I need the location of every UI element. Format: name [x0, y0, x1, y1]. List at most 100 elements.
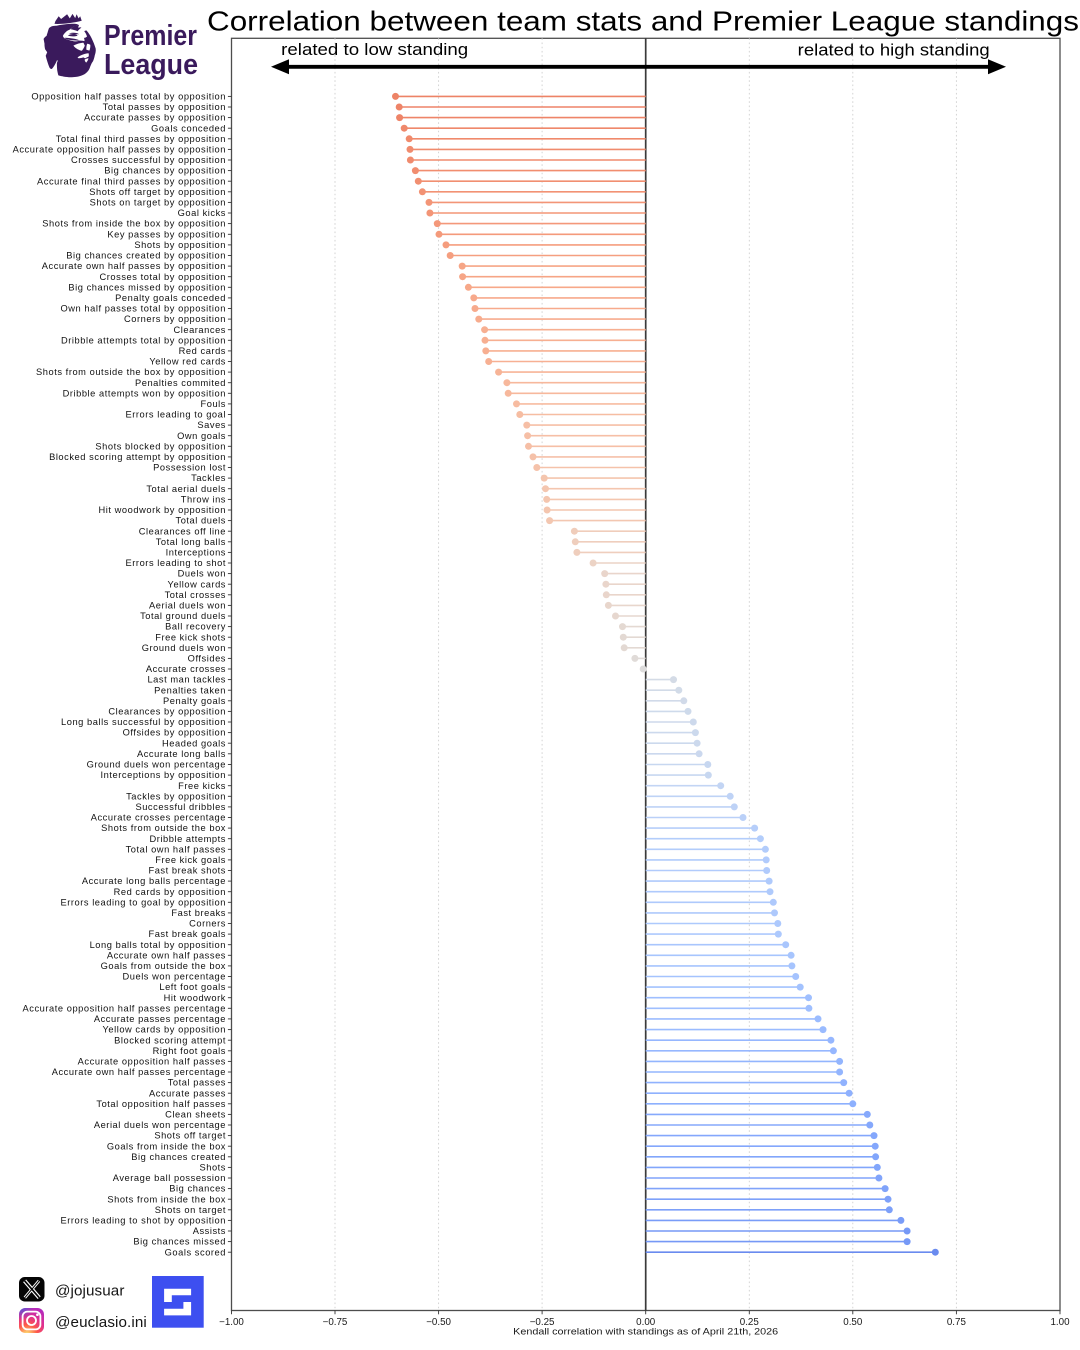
svg-text:Last man tackles: Last man tackles	[147, 675, 226, 685]
svg-text:Blocked scoring attempt by opp: Blocked scoring attempt by opposition	[49, 452, 226, 462]
svg-text:Accurate opposition half passe: Accurate opposition half passes percenta…	[23, 1003, 226, 1013]
svg-text:Shots from inside the box by o: Shots from inside the box by opposition	[42, 219, 226, 229]
svg-text:Total final third passes by op: Total final third passes by opposition	[56, 134, 226, 144]
svg-text:Offsides: Offsides	[188, 654, 226, 664]
svg-text:Clearances off line: Clearances off line	[139, 526, 226, 536]
svg-text:−0.25: −0.25	[530, 1317, 555, 1328]
svg-text:Red cards: Red cards	[179, 346, 226, 356]
svg-text:Shots: Shots	[199, 1163, 226, 1173]
svg-text:Possession lost: Possession lost	[153, 463, 226, 473]
svg-text:Dribble attempts: Dribble attempts	[150, 834, 227, 844]
svg-text:Tackles by opposition: Tackles by opposition	[126, 791, 226, 801]
svg-text:Kendall correlation with stand: Kendall correlation with standings as of…	[513, 1327, 778, 1337]
svg-text:Clearances by opposition: Clearances by opposition	[108, 707, 226, 717]
svg-text:Free kicks: Free kicks	[178, 781, 226, 791]
svg-text:Big chances missed by oppositi: Big chances missed by opposition	[68, 282, 226, 292]
svg-text:Accurate passes percentage: Accurate passes percentage	[94, 1014, 226, 1024]
svg-text:Key passes by opposition: Key passes by opposition	[107, 229, 226, 239]
svg-text:Shots off target by opposition: Shots off target by opposition	[89, 187, 226, 197]
svg-text:1.00: 1.00	[1050, 1317, 1070, 1328]
svg-text:Corners: Corners	[189, 919, 226, 929]
svg-text:Offsides by opposition: Offsides by opposition	[123, 728, 226, 738]
svg-text:Shots from outside the box: Shots from outside the box	[101, 823, 226, 833]
svg-text:Penalty goals conceded: Penalty goals conceded	[115, 293, 226, 303]
svg-text:Successful dribbles: Successful dribbles	[135, 802, 226, 812]
svg-text:Errors leading to goal: Errors leading to goal	[126, 410, 226, 420]
svg-text:Headed goals: Headed goals	[162, 738, 226, 748]
svg-text:Average ball possession: Average ball possession	[113, 1173, 226, 1183]
svg-text:Clearances: Clearances	[173, 325, 226, 335]
svg-text:Goals from outside the box: Goals from outside the box	[101, 961, 226, 971]
svg-text:Aerial duels won: Aerial duels won	[149, 601, 226, 611]
svg-text:Big chances by opposition: Big chances by opposition	[104, 166, 226, 176]
svg-text:Total opposition half passes: Total opposition half passes	[96, 1099, 226, 1109]
svg-text:Throw ins: Throw ins	[181, 495, 226, 505]
svg-text:Own half passes total by oppos: Own half passes total by opposition	[60, 304, 226, 314]
svg-text:Errors leading to goal by oppo: Errors leading to goal by opposition	[60, 897, 226, 907]
svg-text:Shots off target: Shots off target	[154, 1131, 226, 1141]
svg-text:Penalty goals: Penalty goals	[163, 696, 226, 706]
svg-text:Penalties commited: Penalties commited	[135, 378, 226, 388]
svg-text:0.25: 0.25	[740, 1317, 760, 1328]
svg-text:Total ground duels: Total ground duels	[140, 611, 226, 621]
svg-text:Duels won percentage: Duels won percentage	[122, 972, 226, 982]
svg-text:Yellow cards by opposition: Yellow cards by opposition	[102, 1025, 226, 1035]
svg-text:Duels won: Duels won	[178, 569, 226, 579]
svg-text:Big chances missed: Big chances missed	[133, 1237, 226, 1247]
svg-text:Accurate long balls percentage: Accurate long balls percentage	[82, 876, 226, 886]
svg-text:Crosses successful by oppositi: Crosses successful by opposition	[71, 155, 226, 165]
svg-text:Interceptions: Interceptions	[166, 548, 226, 558]
svg-text:0.00: 0.00	[636, 1317, 656, 1328]
svg-text:Fast breaks: Fast breaks	[171, 908, 226, 918]
svg-text:Right foot goals: Right foot goals	[153, 1046, 226, 1056]
svg-text:Accurate opposition half passe: Accurate opposition half passes by oppos…	[13, 145, 226, 155]
svg-text:Big chances: Big chances	[169, 1184, 226, 1194]
svg-text:−0.50: −0.50	[426, 1317, 451, 1328]
svg-text:related to low standing: related to low standing	[281, 41, 468, 59]
svg-text:Big chances created by opposit: Big chances created by opposition	[66, 251, 226, 261]
svg-text:0.50: 0.50	[843, 1317, 863, 1328]
svg-text:Opposition half passes total b: Opposition half passes total by oppositi…	[31, 92, 226, 102]
svg-text:Total aerial duels: Total aerial duels	[146, 484, 226, 494]
svg-text:Accurate opposition half passe: Accurate opposition half passes	[78, 1057, 226, 1067]
svg-text:Correlation between team stats: Correlation between team stats and Premi…	[207, 6, 1079, 37]
svg-text:League: League	[104, 49, 198, 81]
svg-text:Tackles: Tackles	[191, 473, 226, 483]
svg-text:Accurate long balls: Accurate long balls	[137, 749, 226, 759]
svg-text:Errors leading to shot: Errors leading to shot	[126, 558, 226, 568]
svg-text:Total passes: Total passes	[168, 1078, 226, 1088]
svg-text:Aerial duels won percentage: Aerial duels won percentage	[94, 1120, 226, 1130]
svg-text:Goals scored: Goals scored	[165, 1247, 226, 1257]
svg-text:Big chances created: Big chances created	[131, 1152, 226, 1162]
svg-text:Accurate own half passes: Accurate own half passes	[107, 950, 226, 960]
svg-text:Premier: Premier	[104, 20, 197, 52]
svg-text:Ground duels won: Ground duels won	[142, 643, 226, 653]
svg-text:Hit woodwork by opposition: Hit woodwork by opposition	[99, 505, 226, 515]
svg-text:Errors leading to shot by oppo: Errors leading to shot by opposition	[60, 1216, 226, 1226]
svg-text:Hit woodwork: Hit woodwork	[164, 993, 226, 1003]
svg-text:Shots on target by opposition: Shots on target by opposition	[90, 198, 226, 208]
svg-text:Saves: Saves	[197, 420, 226, 430]
svg-text:Dribble attempts won by opposi: Dribble attempts won by opposition	[63, 388, 226, 398]
svg-text:Long balls successful by oppos: Long balls successful by opposition	[61, 717, 226, 727]
svg-text:Free kick shots: Free kick shots	[155, 632, 226, 642]
svg-text:Total own half passes: Total own half passes	[126, 844, 226, 854]
svg-text:Accurate passes by opposition: Accurate passes by opposition	[84, 113, 226, 123]
svg-text:Free kick goals: Free kick goals	[155, 855, 226, 865]
svg-text:Shots on target: Shots on target	[155, 1205, 226, 1215]
svg-text:Penalties taken: Penalties taken	[154, 685, 226, 695]
svg-text:Accurate crosses: Accurate crosses	[146, 664, 226, 674]
svg-text:Left foot goals: Left foot goals	[159, 982, 226, 992]
svg-text:Red cards by opposition: Red cards by opposition	[114, 887, 226, 897]
svg-text:Dribble attempts total by oppo: Dribble attempts total by opposition	[61, 335, 226, 345]
svg-text:Accurate own half passes perce: Accurate own half passes percentage	[52, 1067, 226, 1077]
svg-text:Accurate crosses percentage: Accurate crosses percentage	[91, 813, 226, 823]
svg-text:related to high standing: related to high standing	[798, 41, 990, 59]
svg-text:Total passes by opposition: Total passes by opposition	[103, 102, 226, 112]
svg-text:Accurate final third passes by: Accurate final third passes by oppositio…	[37, 176, 226, 186]
svg-text:Shots from outside the box by: Shots from outside the box by opposition	[36, 367, 226, 377]
svg-text:Assists: Assists	[193, 1226, 226, 1236]
svg-text:Own goals: Own goals	[177, 431, 226, 441]
svg-text:Total crosses: Total crosses	[165, 590, 226, 600]
svg-text:Accurate passes: Accurate passes	[149, 1088, 226, 1098]
